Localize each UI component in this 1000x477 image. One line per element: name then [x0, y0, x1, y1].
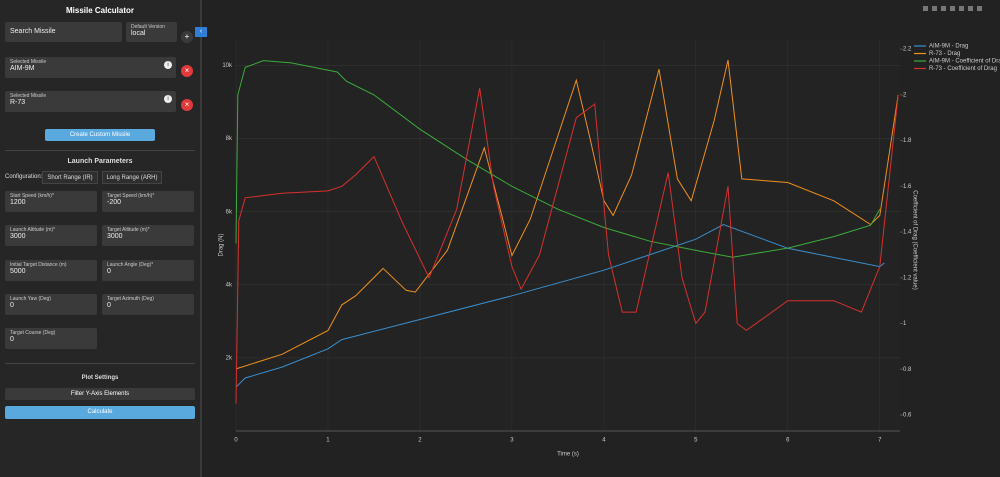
y-tick-label: 4k [226, 282, 233, 288]
legend-label: R-73 - Coefficient of Drag [929, 66, 997, 72]
y2-tick-label: 1 [903, 321, 907, 327]
value: local [131, 30, 146, 37]
toolbar-icon [932, 6, 937, 11]
label: Selected Missile [10, 59, 47, 65]
label: Target Azimuth (Deg) [107, 295, 154, 302]
x-tick-label: 2 [418, 438, 422, 444]
filter-button[interactable]: Filter Y-Axis Elements [5, 388, 195, 400]
y-tick-label: 10k [222, 63, 233, 69]
calculate-button[interactable]: Calculate [5, 406, 195, 419]
value: 0 [10, 301, 14, 309]
add-button[interactable]: + [181, 31, 193, 43]
label: Target Altitude (m)* [107, 227, 150, 234]
value: 3000 [10, 233, 26, 241]
y2-tick-label: 0.8 [903, 367, 912, 373]
label: Initial Target Distance (m) [10, 261, 67, 268]
input-field[interactable]: Start Speed (km/h)* 1200 [5, 191, 97, 212]
section-title: Launch Parameters [67, 158, 133, 165]
collapse-button[interactable]: ‹ [195, 27, 207, 37]
version[interactable]: Default Version local [126, 22, 177, 42]
sidebar: Missile Calculator Search Missile Defaul… [0, 0, 202, 477]
value: 5000 [10, 267, 26, 275]
y2-tick-label: 1.4 [903, 230, 912, 236]
label: Default Version [131, 24, 165, 30]
info-icon[interactable]: i [164, 95, 172, 103]
value: 0 [10, 336, 14, 344]
x-tick-label: 3 [510, 438, 514, 444]
toolbar-icon [923, 6, 928, 11]
toolbar-icon [950, 6, 955, 11]
label: Target Speed (km/h)* [107, 193, 155, 199]
toolbar-icon [941, 6, 946, 11]
value: AIM-9M [10, 65, 35, 72]
y2-tick-label: 2 [903, 92, 907, 98]
y2-tick-label: 1.2 [903, 275, 912, 281]
plot-area [236, 40, 900, 431]
y2-tick-label: 0.6 [903, 413, 912, 419]
y-axis-title: Drag (N) [219, 233, 225, 256]
section-title: Plot Settings [81, 375, 119, 381]
info-icon[interactable]: i [164, 61, 172, 69]
toolbar-icon [977, 6, 982, 11]
config-label: Configuration: [5, 174, 43, 180]
chart: Time (s) Drag (N) Coefficient of Drag (C… [219, 6, 1000, 458]
input-field[interactable]: Launch Altitude (m)* 3000 [5, 225, 97, 247]
value: 1200 [10, 199, 26, 206]
input-field[interactable]: Launch Angle (Deg)* 0 [102, 259, 194, 281]
label: Launch Yaw (Deg) [10, 295, 51, 302]
input-field[interactable]: Target Course (Deg) 0 [5, 328, 97, 350]
toolbar-icon [959, 6, 964, 11]
value: R-73 [10, 99, 26, 106]
x-tick-label: 6 [786, 438, 790, 444]
legend-label: R-73 - Drag [929, 51, 960, 57]
selected-missile[interactable]: Selected Missile AIM-9M i [5, 57, 176, 78]
config-button[interactable]: Long Range (ARH) [102, 171, 162, 184]
y2-tick-label: 2.2 [903, 47, 912, 53]
value: 0 [107, 301, 111, 309]
y-tick-label: 8k [226, 136, 233, 142]
y-tick-label: 6k [226, 209, 233, 215]
line-series [235, 60, 881, 258]
input-field[interactable]: Launch Yaw (Deg) 0 [5, 293, 97, 315]
title: Missile Calculator [65, 6, 135, 15]
remove-button[interactable]: × [181, 65, 193, 77]
label: Start Speed (km/h)* [10, 193, 54, 199]
line-series [235, 59, 899, 370]
legend-label: AIM-9M - Coefficient of Drag [929, 59, 1000, 65]
input-field[interactable]: Target Altitude (m)* 3000 [102, 225, 194, 247]
x-tick-label: 0 [234, 438, 238, 444]
input-field[interactable]: Target Speed (km/h)* -200 [102, 191, 194, 212]
y2-tick-label: 1.6 [903, 184, 912, 190]
toolbar-icon [968, 6, 973, 11]
x-tick-label: 1 [326, 438, 330, 444]
x-tick-label: 4 [602, 438, 606, 444]
line-series [235, 87, 899, 404]
config-button[interactable]: Short Range (IR) [42, 171, 98, 184]
search[interactable]: Search Missile [5, 22, 122, 42]
label: Launch Angle (Deg)* [107, 261, 154, 268]
value: -200 [107, 199, 122, 206]
remove-button[interactable]: × [181, 99, 193, 111]
selected-missile[interactable]: Selected Missile R-73 i [5, 91, 176, 112]
input-field[interactable]: Initial Target Distance (m) 5000 [5, 259, 97, 281]
x-tick-label: 7 [878, 438, 882, 444]
legend-label: AIM-9M - Drag [929, 44, 968, 50]
input-field[interactable]: Target Azimuth (Deg) 0 [102, 293, 194, 315]
label: Selected Missile [10, 93, 47, 99]
x-axis-title: Time (s) [557, 452, 579, 458]
value: 3000 [107, 233, 123, 241]
y-tick-label: 2k [226, 355, 233, 361]
y2-tick-label: 1.8 [903, 138, 912, 144]
x-tick-label: 5 [694, 438, 698, 444]
label: Launch Altitude (m)* [10, 227, 56, 234]
label: Target Course (Deg) [10, 330, 56, 337]
value: 0 [107, 267, 111, 275]
create-button[interactable]: Create Custom Missile [45, 129, 155, 141]
y2-axis-title: Coefficient of Drag (Coefficient value) [911, 190, 917, 290]
